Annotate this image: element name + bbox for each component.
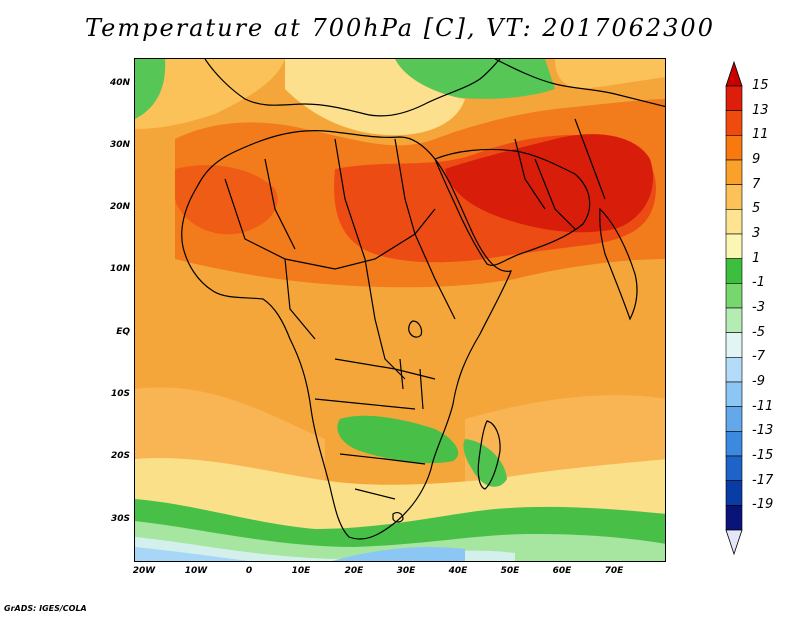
colorbar-label: -1 bbox=[752, 275, 765, 291]
colorbar-swatch bbox=[725, 406, 743, 432]
colorbar-label: 15 bbox=[752, 78, 769, 93]
map-title: Temperature at 700hPa [C], VT: 201706230… bbox=[85, 14, 715, 42]
colorbar-swatch bbox=[725, 184, 743, 210]
lat-label-40n: 40N bbox=[109, 78, 130, 88]
colorbar-swatch bbox=[725, 480, 743, 506]
colorbar-label: -13 bbox=[752, 423, 774, 439]
lat-label-20s: 20S bbox=[110, 451, 130, 461]
lat-label-10s: 10S bbox=[110, 389, 130, 399]
colorbar-label: -9 bbox=[752, 374, 765, 389]
lat-label-30n: 30N bbox=[109, 140, 130, 150]
colorbar-swatch bbox=[725, 431, 743, 457]
lon-label-10w: 10W bbox=[184, 566, 208, 576]
colorbar-swatch bbox=[725, 110, 743, 136]
colorbar-label: 13 bbox=[752, 102, 769, 118]
colorbar-label: -17 bbox=[752, 472, 774, 488]
lat-label-eq: EQ bbox=[116, 327, 130, 337]
colorbar bbox=[725, 60, 743, 556]
colorbar-swatch bbox=[725, 209, 743, 235]
grads-credit: GrADS: IGES/COLA bbox=[4, 604, 87, 613]
colorbar-label: 5 bbox=[752, 201, 761, 217]
colorbar-label: 9 bbox=[752, 152, 761, 167]
lon-label-50e: 50E bbox=[500, 566, 520, 576]
colorbar-label: -15 bbox=[752, 448, 774, 463]
colorbar-swatch bbox=[725, 505, 743, 531]
colorbar-swatch bbox=[725, 381, 743, 407]
lat-label-10n: 10N bbox=[109, 264, 130, 274]
colorbar-top-arrow bbox=[725, 60, 743, 87]
colorbar-swatch bbox=[725, 85, 743, 111]
lon-label-70e: 70E bbox=[604, 566, 624, 576]
lon-label-20w: 20W bbox=[132, 566, 156, 576]
lon-label-60e: 60E bbox=[552, 566, 572, 576]
colorbar-label: -5 bbox=[752, 324, 765, 340]
colorbar-label: 7 bbox=[752, 176, 761, 192]
lon-label-10e: 10E bbox=[291, 566, 311, 576]
lon-label-0: 0 bbox=[245, 566, 253, 576]
colorbar-swatch bbox=[725, 233, 743, 259]
lat-label-20n: 20N bbox=[109, 202, 130, 212]
colorbar-label: 11 bbox=[752, 127, 769, 143]
lat-label-30s: 30S bbox=[110, 514, 130, 524]
lon-label-40e: 40E bbox=[448, 566, 468, 576]
colorbar-label: 1 bbox=[752, 250, 761, 266]
colorbar-label: -7 bbox=[752, 349, 765, 365]
colorbar-label: -11 bbox=[752, 398, 774, 414]
colorbar-label: -19 bbox=[752, 497, 774, 513]
colorbar-swatch bbox=[725, 135, 743, 161]
lon-label-30e: 30E bbox=[396, 566, 416, 576]
colorbar-swatch bbox=[725, 307, 743, 333]
colorbar-swatch bbox=[725, 357, 743, 383]
colorbar-swatch bbox=[725, 332, 743, 358]
temperature-map bbox=[134, 58, 666, 562]
colorbar-label: -3 bbox=[752, 300, 765, 315]
colorbar-swatch bbox=[725, 283, 743, 309]
colorbar-swatch bbox=[725, 159, 743, 185]
colorbar-bottom-arrow bbox=[725, 529, 743, 556]
lon-label-20e: 20E bbox=[344, 566, 364, 576]
colorbar-swatch bbox=[725, 258, 743, 284]
colorbar-label: 3 bbox=[752, 226, 761, 241]
colorbar-swatch bbox=[725, 455, 743, 481]
